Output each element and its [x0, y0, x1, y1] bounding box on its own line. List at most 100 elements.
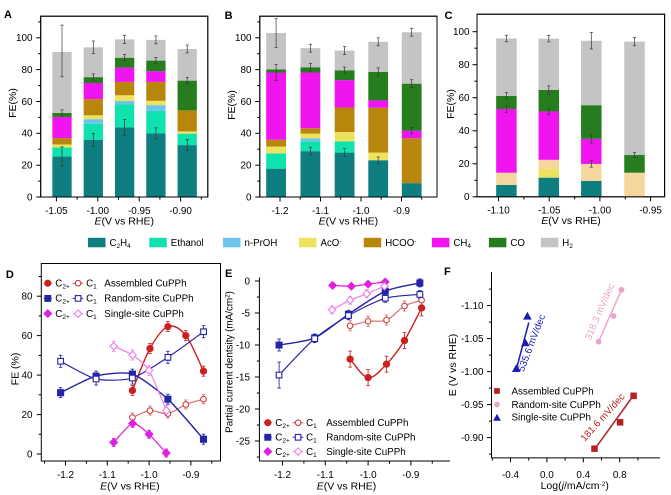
- svg-text:-1.05: -1.05: [461, 334, 484, 345]
- svg-text:0.4: 0.4: [576, 470, 590, 481]
- svg-text:60: 60: [459, 93, 470, 104]
- svg-text:-1.00: -1.00: [589, 206, 612, 217]
- svg-text:n-PrOH: n-PrOH: [245, 238, 278, 249]
- svg-text:-1.00: -1.00: [461, 367, 484, 378]
- svg-text:100: 100: [453, 27, 470, 38]
- svg-text:C2+: C2+: [275, 418, 290, 430]
- svg-text:-1.05: -1.05: [538, 206, 561, 217]
- svg-text:100: 100: [235, 33, 252, 44]
- svg-text:-0.9: -0.9: [393, 206, 411, 217]
- svg-text:-1.2: -1.2: [271, 206, 288, 217]
- svg-text:FE(%): FE(%): [7, 88, 19, 118]
- svg-text:60: 60: [22, 97, 33, 108]
- svg-text:B: B: [225, 10, 233, 22]
- svg-text:C1: C1: [86, 294, 97, 306]
- svg-text:Single-site CuPPh: Single-site CuPPh: [512, 412, 592, 423]
- svg-text:C2+: C2+: [55, 294, 70, 306]
- svg-text:C: C: [445, 10, 453, 22]
- svg-text:-0.90: -0.90: [461, 433, 484, 444]
- svg-text:Assembled CuPPh: Assembled CuPPh: [104, 278, 186, 289]
- svg-text:Single-site CuPPh: Single-site CuPPh: [104, 309, 184, 320]
- svg-text:60: 60: [22, 331, 33, 342]
- svg-text:80: 80: [22, 65, 33, 76]
- svg-text:C1: C1: [86, 309, 97, 321]
- svg-text:-1.0: -1.0: [360, 470, 378, 481]
- svg-text:-1.10: -1.10: [487, 206, 510, 217]
- svg-text:40: 40: [241, 129, 252, 140]
- svg-text:C2+: C2+: [275, 433, 290, 445]
- svg-text:Partial current dentsity (mA/c: Partial current dentsity (mA/cm2): [225, 291, 236, 433]
- svg-text:-20: -20: [236, 404, 251, 415]
- svg-text:C1: C1: [306, 447, 317, 459]
- svg-text:20: 20: [22, 161, 33, 172]
- svg-text:CO: CO: [510, 238, 525, 249]
- svg-text:Random-site CuPPh: Random-site CuPPh: [104, 294, 193, 305]
- svg-text:-0.95: -0.95: [639, 206, 662, 217]
- svg-text:FE(%): FE(%): [445, 89, 457, 119]
- svg-text:40: 40: [22, 129, 33, 140]
- svg-text:Random-site CuPPh: Random-site CuPPh: [326, 433, 415, 444]
- svg-text:0: 0: [464, 192, 470, 203]
- svg-text:F: F: [444, 266, 451, 278]
- svg-text:C1: C1: [306, 418, 317, 430]
- svg-text:40: 40: [459, 126, 470, 137]
- svg-text:E: E: [225, 268, 232, 280]
- svg-text:-1.1: -1.1: [312, 206, 330, 217]
- svg-text:HCOO-: HCOO-: [385, 238, 416, 249]
- svg-text:E(V vs RHE): E(V vs RHE): [319, 215, 379, 227]
- svg-text:-0.90: -0.90: [169, 206, 192, 217]
- svg-text:FE(%): FE(%): [226, 90, 238, 120]
- svg-text:C1: C1: [86, 278, 97, 290]
- svg-text:E(V vs RHE): E(V vs RHE): [541, 215, 601, 227]
- svg-text:80: 80: [241, 65, 252, 76]
- svg-text:AcO-: AcO-: [321, 238, 342, 249]
- svg-text:C2+: C2+: [275, 447, 290, 459]
- svg-text:-5: -5: [241, 308, 250, 319]
- svg-text:0: 0: [246, 192, 252, 203]
- svg-text:80: 80: [459, 60, 470, 71]
- svg-text:C2H4: C2H4: [110, 238, 132, 250]
- svg-text:FE (%): FE (%): [10, 353, 22, 386]
- svg-text:C1: C1: [306, 433, 317, 445]
- svg-text:0: 0: [245, 276, 251, 287]
- svg-text:-1.00: -1.00: [87, 206, 110, 217]
- svg-text:-1.05: -1.05: [45, 206, 68, 217]
- svg-text:0.0: 0.0: [540, 470, 554, 481]
- svg-text:20: 20: [459, 159, 470, 170]
- svg-text:-25: -25: [236, 436, 251, 447]
- svg-text:-1.2: -1.2: [274, 470, 291, 481]
- svg-text:-10: -10: [236, 340, 251, 351]
- svg-text:-0.95: -0.95: [128, 206, 151, 217]
- svg-text:H2: H2: [562, 238, 573, 250]
- svg-text:0: 0: [27, 192, 33, 203]
- svg-text:E (V vs RHE): E (V vs RHE): [447, 334, 459, 396]
- svg-text:-0.9: -0.9: [402, 470, 420, 481]
- svg-text:Random-site CuPPh: Random-site CuPPh: [512, 400, 601, 411]
- svg-text:-1.0: -1.0: [352, 206, 370, 217]
- svg-text:0: 0: [27, 449, 33, 460]
- svg-text:Assembled CuPPh: Assembled CuPPh: [326, 418, 408, 429]
- svg-text:Assembled CuPPh: Assembled CuPPh: [512, 386, 594, 397]
- svg-text:-1.10: -1.10: [461, 301, 484, 312]
- svg-text:-0.9: -0.9: [182, 470, 200, 481]
- svg-text:-1.1: -1.1: [99, 470, 117, 481]
- svg-text:-15: -15: [236, 372, 251, 383]
- svg-text:0.8: 0.8: [613, 470, 627, 481]
- svg-text:C2+: C2+: [55, 278, 70, 290]
- svg-text:D: D: [6, 269, 14, 281]
- svg-text:20: 20: [22, 410, 33, 421]
- svg-text:Ethanol: Ethanol: [171, 238, 204, 249]
- svg-text:80: 80: [22, 292, 33, 303]
- svg-text:-1.1: -1.1: [317, 470, 335, 481]
- svg-text:-0.4: -0.4: [502, 470, 520, 481]
- svg-text:100: 100: [16, 33, 33, 44]
- svg-text:E(V vs RHE): E(V vs RHE): [94, 215, 154, 227]
- svg-text:E(V vs RHE): E(V vs RHE): [100, 480, 160, 492]
- svg-text:40: 40: [22, 371, 33, 382]
- svg-text:C2+: C2+: [55, 309, 70, 321]
- svg-text:CH4: CH4: [453, 238, 471, 250]
- svg-text:-1.0: -1.0: [141, 470, 159, 481]
- svg-text:-1.2: -1.2: [57, 470, 74, 481]
- svg-text:-0.95: -0.95: [461, 400, 484, 411]
- svg-text:60: 60: [241, 97, 252, 108]
